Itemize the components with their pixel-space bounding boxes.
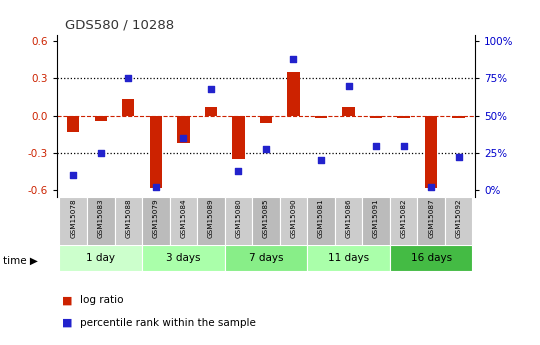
Bar — [445, 197, 472, 247]
Bar — [397, 116, 410, 118]
Text: ■: ■ — [62, 295, 72, 305]
Point — [179, 135, 188, 141]
Bar — [225, 245, 307, 271]
Text: time ▶: time ▶ — [3, 256, 38, 265]
Bar — [142, 197, 170, 247]
Point — [344, 83, 353, 88]
Point — [427, 185, 435, 190]
Text: GSM15081: GSM15081 — [318, 199, 324, 238]
Text: GSM15084: GSM15084 — [180, 199, 186, 238]
Point — [152, 185, 160, 190]
Bar — [142, 245, 225, 271]
Text: percentile rank within the sample: percentile rank within the sample — [80, 318, 256, 327]
Bar — [225, 197, 252, 247]
Bar — [150, 116, 162, 188]
Bar — [170, 197, 197, 247]
Point — [124, 76, 133, 81]
Text: GSM15088: GSM15088 — [125, 199, 131, 238]
Bar — [232, 116, 245, 159]
Bar — [260, 116, 272, 123]
Bar — [67, 116, 79, 132]
Bar — [390, 197, 417, 247]
Point — [261, 146, 270, 151]
Text: 11 days: 11 days — [328, 253, 369, 263]
Point — [289, 56, 298, 61]
Bar — [417, 197, 445, 247]
Point — [316, 158, 325, 163]
Bar — [453, 116, 465, 118]
Text: GSM15079: GSM15079 — [153, 199, 159, 238]
Bar — [362, 197, 390, 247]
Text: GDS580 / 10288: GDS580 / 10288 — [65, 19, 174, 32]
Text: 7 days: 7 days — [249, 253, 283, 263]
Bar — [335, 197, 362, 247]
Text: GSM15090: GSM15090 — [291, 199, 296, 238]
Point — [454, 155, 463, 160]
Text: GSM15087: GSM15087 — [428, 199, 434, 238]
Bar — [252, 197, 280, 247]
Bar — [122, 99, 134, 116]
Point — [207, 86, 215, 91]
Bar — [370, 116, 382, 118]
Text: GSM15078: GSM15078 — [70, 199, 76, 238]
Text: GSM15080: GSM15080 — [235, 199, 241, 238]
Point — [97, 150, 105, 156]
Bar — [87, 197, 114, 247]
Bar — [342, 107, 355, 116]
Text: GSM15086: GSM15086 — [346, 199, 352, 238]
Bar — [425, 116, 437, 188]
Bar — [280, 197, 307, 247]
Bar — [315, 116, 327, 118]
Bar — [94, 116, 107, 120]
Text: GSM15085: GSM15085 — [263, 199, 269, 238]
Text: GSM15089: GSM15089 — [208, 199, 214, 238]
Text: GSM15082: GSM15082 — [401, 199, 407, 238]
Point — [372, 143, 380, 148]
Bar — [59, 197, 87, 247]
Bar — [205, 107, 217, 116]
Bar — [307, 245, 390, 271]
Text: log ratio: log ratio — [80, 295, 124, 305]
Point — [69, 173, 78, 178]
Text: ■: ■ — [62, 318, 72, 327]
Text: 3 days: 3 days — [166, 253, 200, 263]
Text: GSM15092: GSM15092 — [456, 199, 462, 238]
Bar — [287, 72, 300, 116]
Bar — [114, 197, 142, 247]
Point — [399, 143, 408, 148]
Text: 1 day: 1 day — [86, 253, 115, 263]
Bar — [59, 245, 142, 271]
Text: GSM15083: GSM15083 — [98, 199, 104, 238]
Bar — [390, 245, 472, 271]
Text: 16 days: 16 days — [410, 253, 451, 263]
Point — [234, 168, 243, 174]
Bar — [177, 116, 190, 143]
Bar — [307, 197, 335, 247]
Bar — [197, 197, 225, 247]
Text: GSM15091: GSM15091 — [373, 199, 379, 238]
